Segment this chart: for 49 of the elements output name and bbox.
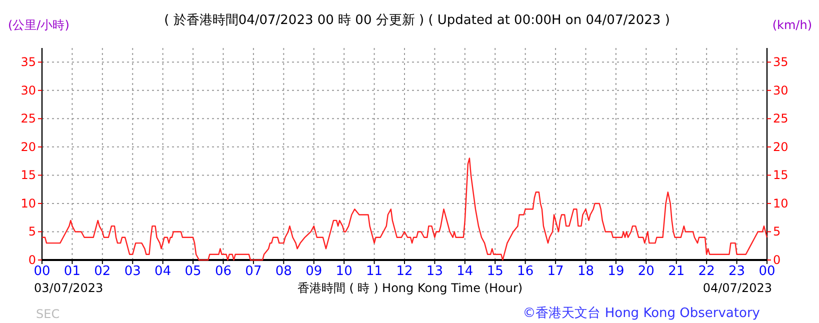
y-tick-label: 30 (20, 83, 36, 98)
x-tick-label: 10 (336, 264, 352, 279)
y-tick-label: 20 (20, 140, 36, 154)
x-tick-label: 22 (698, 264, 715, 279)
text: ©香港天文台 Hong Kong Observatory (522, 306, 760, 321)
x-tick-label: 01 (64, 264, 80, 279)
x-tick-label: 09 (306, 264, 322, 279)
x-tick-label: 20 (638, 264, 654, 279)
x-tick-label: 18 (577, 264, 594, 279)
x-tick-label: 07 (245, 264, 262, 279)
text: SEC (36, 307, 60, 321)
y2-tick-label: 25 (773, 112, 788, 126)
x-tick-label: 12 (396, 264, 413, 279)
x-tick-label: 03 (124, 264, 141, 279)
x-tick-label: 02 (94, 264, 111, 279)
x-tick-label: 11 (366, 264, 383, 279)
y2-tick-label: 0 (773, 253, 781, 267)
y-tick-label: 15 (20, 168, 36, 182)
y2-tick-label: 20 (773, 140, 788, 154)
y2-tick-label: 10 (773, 196, 788, 210)
y-tick-label: 10 (20, 196, 36, 210)
x-tick-label: 17 (547, 264, 564, 279)
y-tick-label: 5 (28, 224, 36, 239)
x-tick-label: 23 (728, 264, 746, 279)
y-axis-title: (公里/小時) (8, 18, 70, 32)
x-tick-label: 08 (275, 264, 292, 279)
chart-title: ( 於香港時間04/07/2023 00 時 00 分更新 ) ( Updated at 00:00H on 04/07/2023 ) (164, 13, 670, 28)
x-tick-label: 06 (214, 264, 232, 279)
y-tick-label: 0 (28, 253, 36, 267)
x-tick-label: 00 (34, 264, 50, 279)
x-tick-label: 13 (426, 264, 443, 279)
x-tick-label: 16 (517, 264, 534, 279)
y-tick-label: 35 (20, 55, 36, 70)
x-axis-title: 香港時間 ( 時 ) Hong Kong Time (Hour) (297, 281, 523, 295)
text: 04/07/2023 (702, 281, 772, 295)
x-tick-label: 00 (758, 264, 776, 279)
x-tick-label: 21 (668, 264, 685, 279)
x-tick-label: 14 (456, 264, 474, 279)
x-tick-label: 04 (154, 264, 172, 279)
y2-tick-label: 30 (773, 83, 788, 98)
y-tick-label: 25 (20, 112, 36, 126)
text: 03/07/2023 (34, 281, 104, 295)
y2-tick-label: 35 (773, 55, 788, 70)
y2-axis-title: (km/h) (772, 18, 812, 32)
y2-tick-label: 15 (773, 168, 788, 182)
x-tick-label: 15 (486, 264, 504, 279)
x-tick-label: 05 (184, 264, 202, 279)
x-tick-label: 19 (608, 264, 624, 279)
y2-tick-label: 5 (773, 224, 781, 239)
